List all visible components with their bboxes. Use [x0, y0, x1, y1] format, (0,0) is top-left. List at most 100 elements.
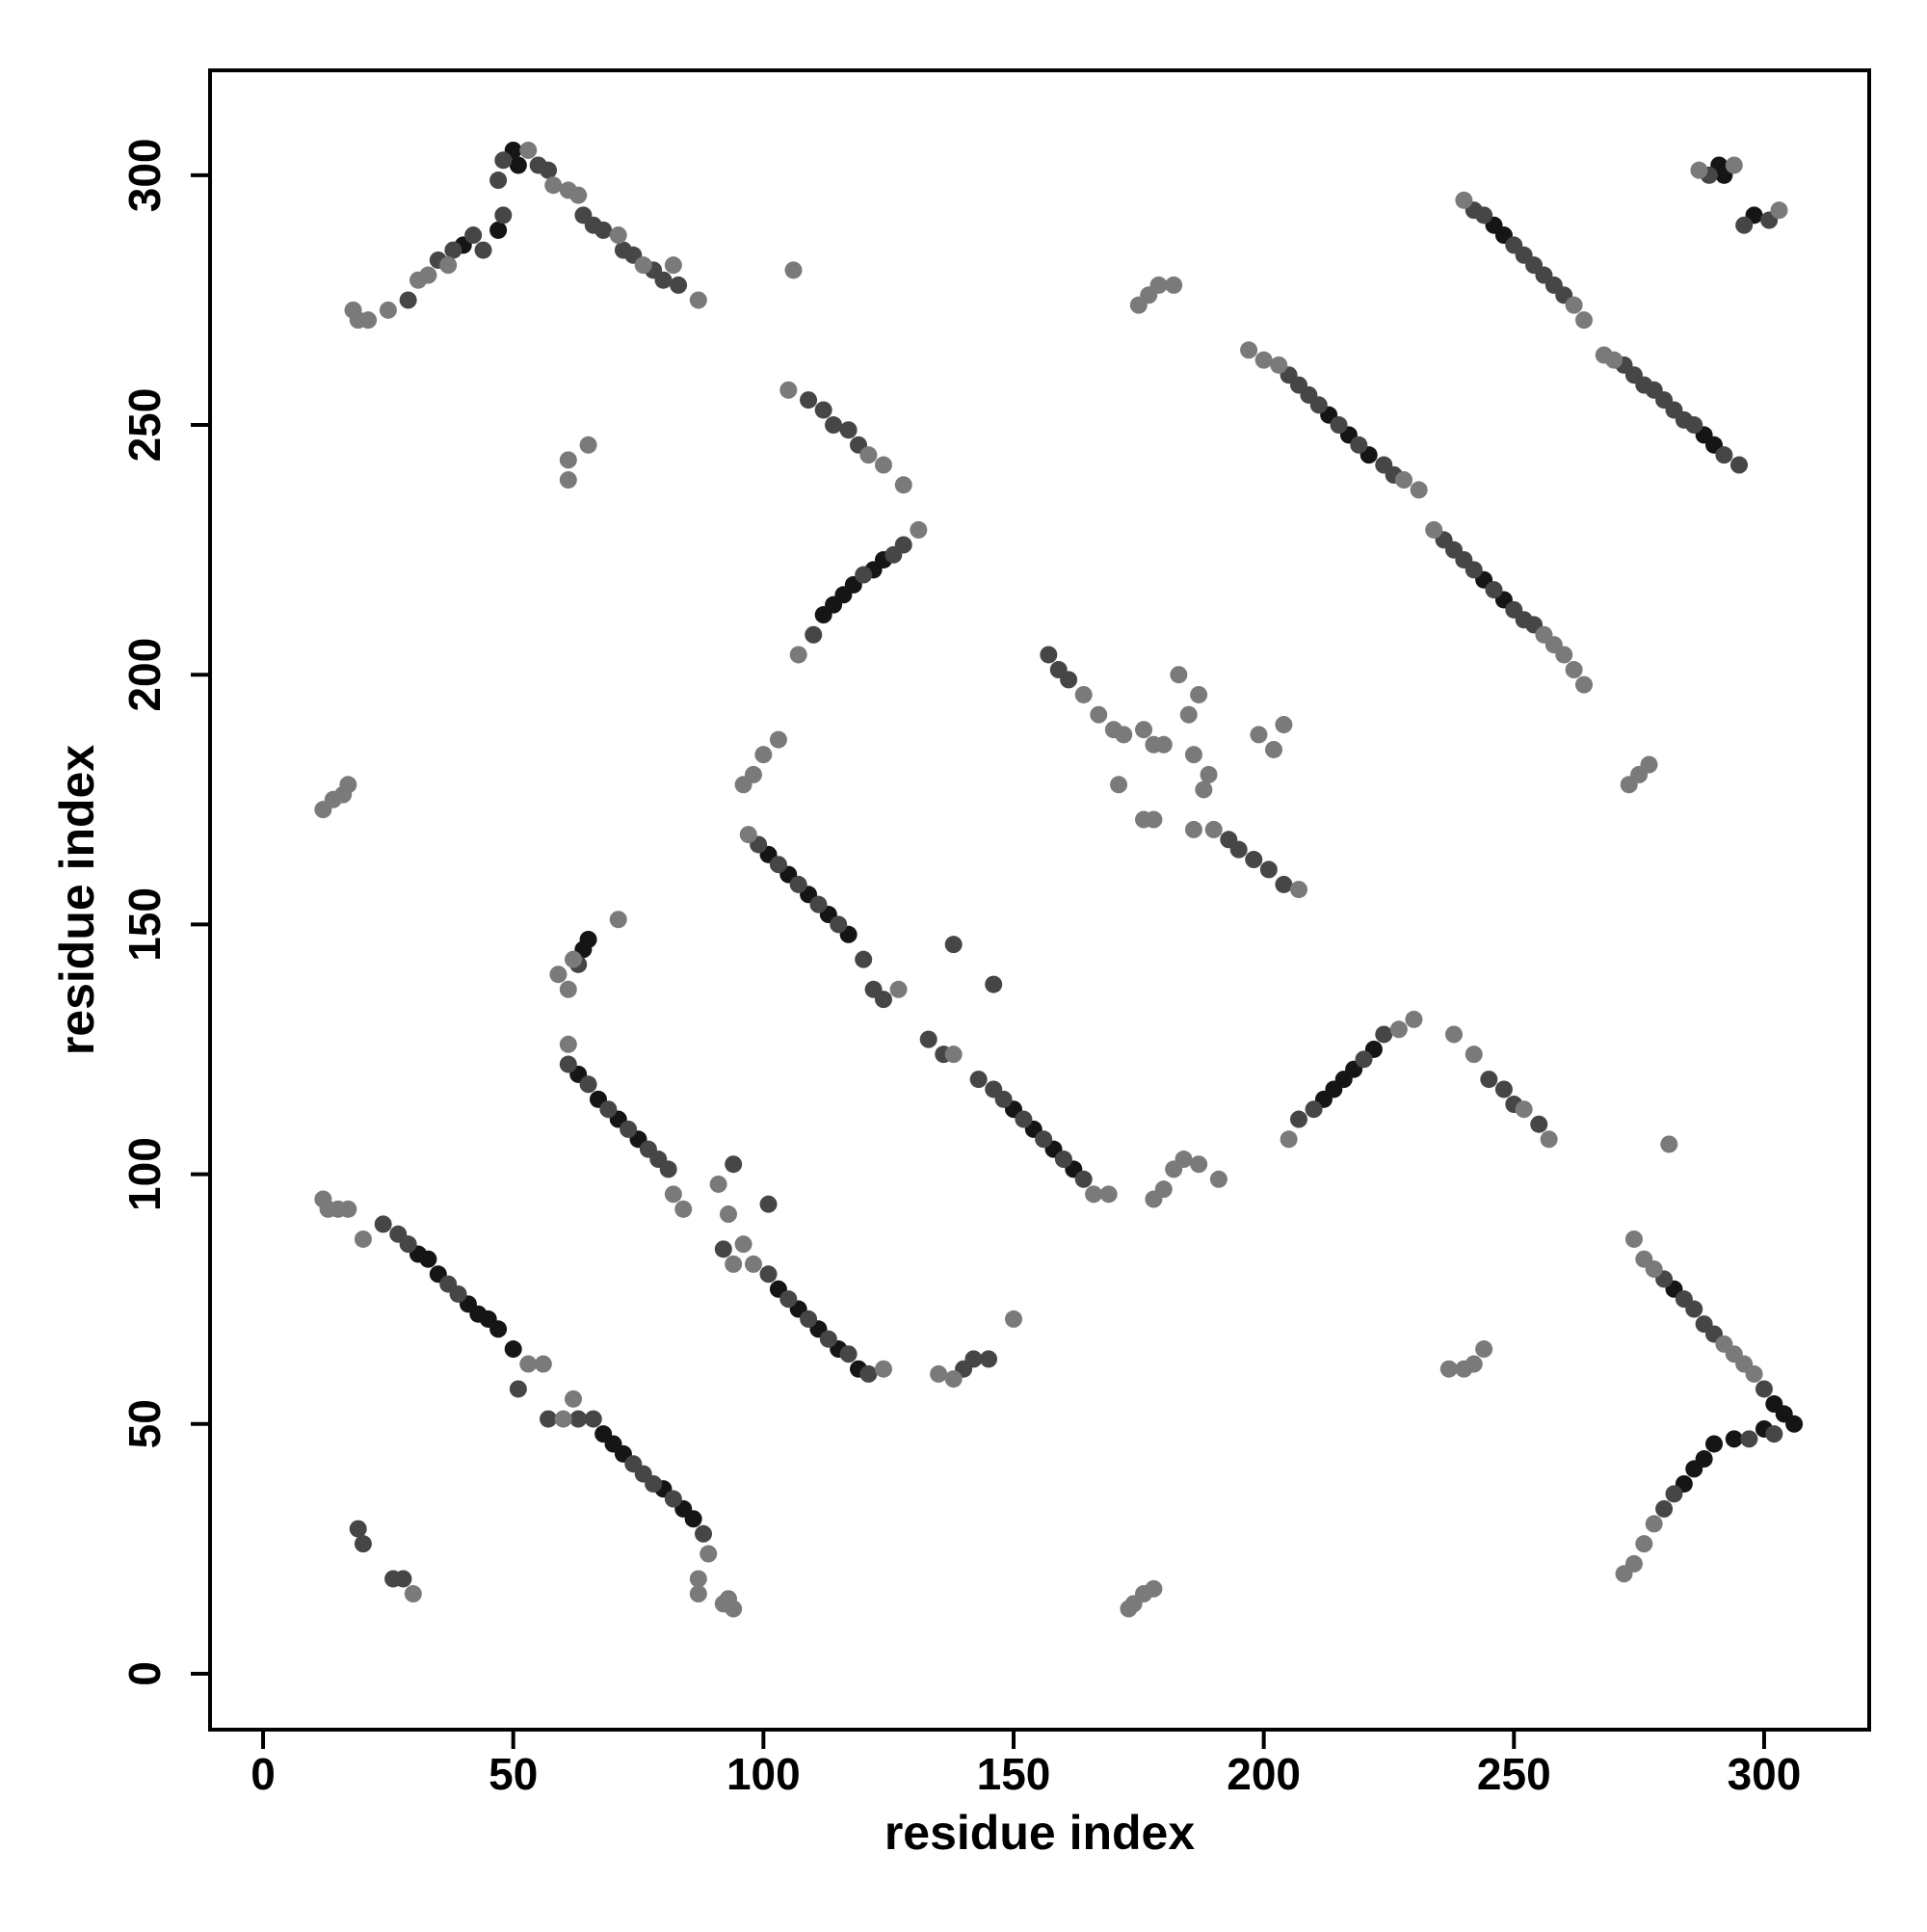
point — [994, 1090, 1013, 1108]
point — [1624, 1554, 1643, 1573]
point — [1229, 840, 1248, 859]
point — [645, 1474, 663, 1493]
point — [559, 980, 577, 998]
point — [1355, 1050, 1373, 1069]
point — [689, 1570, 707, 1588]
point — [1135, 721, 1153, 739]
point — [354, 1230, 372, 1248]
point — [789, 646, 807, 664]
point — [1040, 646, 1058, 664]
point — [1705, 1435, 1724, 1453]
point — [634, 256, 652, 275]
point — [1074, 685, 1093, 703]
point — [1204, 820, 1223, 838]
point — [579, 436, 597, 454]
point — [579, 1075, 597, 1094]
point — [839, 421, 858, 439]
point — [359, 311, 378, 330]
point — [1715, 446, 1733, 464]
point — [769, 856, 787, 874]
point — [1275, 716, 1293, 734]
y-tick-label: 50 — [119, 1399, 170, 1448]
point — [814, 401, 832, 419]
point — [349, 1520, 367, 1538]
point — [1389, 1020, 1408, 1039]
y-tick-label: 250 — [119, 388, 170, 463]
point — [859, 1364, 878, 1383]
point — [659, 1160, 677, 1178]
point — [874, 991, 892, 1009]
point — [1655, 1499, 1674, 1518]
point — [739, 826, 757, 844]
point — [1685, 1460, 1703, 1478]
point — [1054, 1151, 1072, 1169]
point — [449, 1284, 467, 1303]
point — [519, 1355, 538, 1373]
point — [1145, 1579, 1163, 1598]
point — [1259, 860, 1278, 879]
point — [969, 1071, 988, 1089]
point — [620, 1120, 638, 1138]
point — [1729, 456, 1748, 474]
point — [559, 471, 577, 490]
point — [1184, 746, 1202, 764]
point — [809, 895, 828, 913]
point — [1685, 1300, 1703, 1318]
point — [800, 1310, 818, 1328]
point — [1175, 1151, 1193, 1169]
point — [1270, 356, 1288, 374]
point — [734, 1235, 752, 1254]
point — [1209, 1170, 1227, 1188]
point — [985, 975, 1003, 993]
y-tick-label: 0 — [119, 1661, 170, 1686]
point — [1465, 561, 1483, 579]
plot-frame — [208, 68, 1871, 1732]
point — [1179, 705, 1198, 724]
point — [1725, 1430, 1743, 1448]
x-tick-label: 50 — [488, 1749, 538, 1799]
point — [839, 1345, 858, 1363]
point — [1240, 341, 1258, 359]
point — [509, 156, 527, 174]
point — [1165, 276, 1183, 294]
point — [664, 256, 682, 275]
point — [664, 1490, 682, 1508]
point — [944, 936, 963, 954]
point — [980, 1350, 998, 1368]
point — [609, 226, 627, 245]
point — [830, 915, 848, 934]
point — [1289, 881, 1307, 899]
point — [894, 536, 912, 554]
point — [1574, 311, 1593, 330]
point — [1074, 1170, 1093, 1188]
point — [1690, 161, 1708, 179]
point — [910, 520, 928, 539]
point — [1565, 296, 1583, 314]
point — [1200, 765, 1218, 783]
point — [549, 966, 568, 984]
point — [859, 446, 878, 464]
point — [1190, 685, 1208, 703]
point — [784, 261, 803, 279]
point — [509, 1380, 527, 1398]
point — [1735, 216, 1754, 234]
point — [1485, 581, 1503, 599]
point — [700, 1545, 718, 1563]
point — [759, 1195, 778, 1213]
point — [444, 241, 462, 259]
point — [419, 1250, 437, 1268]
point — [1099, 1185, 1118, 1204]
y-tick-label: 200 — [119, 638, 170, 712]
point — [1770, 201, 1788, 220]
point — [1350, 436, 1368, 454]
x-tick-label: 0 — [251, 1749, 276, 1799]
point — [1395, 471, 1413, 490]
point — [1740, 1430, 1758, 1448]
point — [419, 266, 437, 284]
point — [1410, 481, 1428, 499]
point — [1154, 735, 1173, 754]
point — [1439, 1360, 1458, 1378]
point — [1135, 810, 1153, 829]
point — [944, 1045, 963, 1064]
